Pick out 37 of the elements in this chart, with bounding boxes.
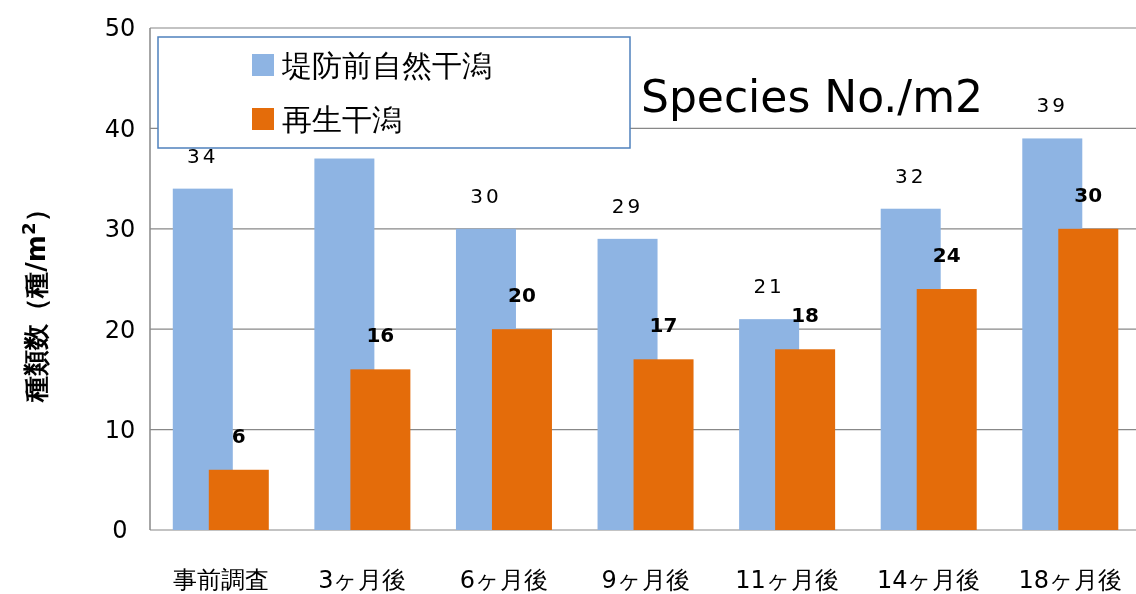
data-label: 20 (508, 283, 536, 308)
bar (916, 289, 977, 530)
bar (350, 369, 411, 530)
bar (775, 349, 836, 530)
y-tick-label: 20 (104, 315, 136, 344)
x-tick-label: 11ヶ月後 (735, 566, 839, 594)
data-label: 18 (791, 303, 820, 328)
x-tick-label: 18ヶ月後 (1018, 566, 1123, 594)
data-label: 30 (1074, 182, 1103, 207)
x-tick-label: 3ヶ月後 (318, 566, 407, 594)
legend-label: 再生干潟 (282, 101, 402, 137)
data-label: 21 (753, 274, 785, 299)
x-tick-label: 事前調査 (172, 566, 269, 594)
y-tick-label: 30 (104, 215, 136, 244)
bar (1058, 228, 1119, 530)
data-label: 17 (649, 313, 678, 338)
bar (491, 329, 552, 530)
x-tick-label: 9ヶ月後 (601, 566, 690, 594)
x-tick-label: 6ヶ月後 (459, 566, 549, 594)
bar (633, 359, 694, 530)
data-label: 16 (366, 323, 395, 348)
x-tick-label: 14ヶ月後 (876, 566, 981, 594)
data-label: 39 (1036, 93, 1069, 118)
text: Species No./m2 (640, 71, 984, 122)
data-label: 24 (932, 243, 961, 268)
bar (172, 188, 233, 530)
data-label: 30 (470, 183, 502, 208)
y-tick-label: 0 (112, 516, 128, 545)
bar (208, 469, 269, 530)
data-label: 6 (231, 423, 246, 448)
data-label: 34 (187, 143, 219, 168)
data-label: 29 (611, 193, 644, 218)
y-tick-label: 10 (104, 416, 136, 444)
y-tick-label: 40 (104, 114, 136, 143)
legend-label: 堤防前自然干潟 (281, 47, 492, 83)
y-tick-label: 50 (104, 14, 136, 43)
data-label: 32 (894, 163, 927, 188)
